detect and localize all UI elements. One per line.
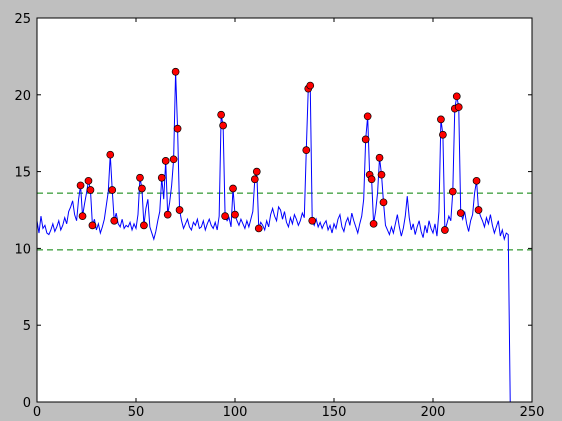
peak-marker [441,226,449,234]
peak-marker [254,224,263,233]
peak-marker [306,81,315,90]
peak-marker [110,216,119,225]
peak-marker [454,103,463,111]
peak-marker [367,175,376,184]
peak-marker [377,170,386,179]
peak-marker [108,186,117,194]
plot-area [37,18,532,402]
peak-marker [173,124,182,133]
y-tick-label: 10 [14,242,31,257]
y-tick-label: 0 [23,396,31,411]
peak-marker [88,221,97,230]
peak-marker [140,221,148,230]
peak-marker [361,135,370,144]
peak-marker [379,198,388,207]
peak-marker [175,206,184,214]
x-tick-label: 50 [128,405,145,420]
y-tick-label: 15 [14,166,31,181]
peak-marker [448,187,457,196]
peak-marker [76,181,85,190]
peak-marker [437,115,445,124]
peak-marker [363,112,372,121]
y-tick-label: 25 [14,12,31,27]
peak-marker [106,150,115,159]
data-line [37,71,511,402]
peak-marker [375,153,384,162]
peak-marker [229,184,237,193]
peak-marker [157,173,166,182]
peak-marker [250,175,259,184]
peak-marker [472,176,481,185]
peak-marker [231,210,239,219]
peak-marker [161,156,170,165]
peak-marker [163,210,172,219]
x-tick-label: 200 [421,405,446,420]
peak-marker [252,167,261,176]
peak-marker [136,173,144,182]
peak-marker [456,209,465,217]
peak-marker [84,176,93,185]
peak-marker [171,67,180,76]
x-tick-label: 150 [322,405,347,420]
y-tick-label: 20 [14,89,31,104]
peak-marker [138,184,146,193]
peak-marker [219,121,227,130]
axes-frame [36,17,533,403]
peak-marker [474,206,483,214]
peak-marker [369,219,378,228]
peak-marker [217,110,225,119]
peak-marker [452,92,461,101]
x-tick-label: 250 [520,405,545,420]
x-tick-label: 100 [223,405,248,420]
x-tick-label: 0 [33,405,41,420]
peak-marker [221,212,229,220]
peak-marker [86,186,95,194]
peak-marker [302,146,311,154]
peak-marker [169,155,178,164]
peak-marker [78,212,87,220]
peak-marker [439,130,447,139]
peak-marker [308,216,317,225]
y-tick-label: 5 [23,319,31,334]
